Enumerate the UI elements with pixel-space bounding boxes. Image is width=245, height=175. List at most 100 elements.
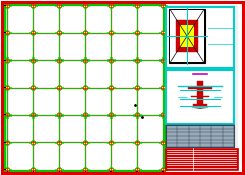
Bar	[139, 5, 141, 6]
Bar	[84, 112, 86, 114]
Bar	[110, 116, 112, 118]
Bar	[9, 114, 11, 116]
Bar	[197, 81, 203, 106]
Bar	[159, 32, 161, 33]
Bar	[6, 2, 8, 4]
Bar	[31, 4, 35, 7]
Bar	[165, 148, 238, 170]
Bar	[84, 139, 86, 141]
Bar	[167, 86, 171, 89]
Bar	[4, 87, 5, 88]
Bar	[110, 85, 112, 86]
Bar	[107, 32, 109, 33]
Bar	[6, 171, 8, 173]
Bar	[135, 31, 139, 34]
Bar	[61, 114, 63, 116]
Bar	[5, 113, 9, 116]
Bar	[162, 139, 164, 141]
Bar	[29, 87, 31, 88]
Bar	[110, 167, 112, 168]
Bar	[58, 85, 60, 86]
Bar	[113, 114, 115, 116]
Bar	[6, 30, 8, 31]
Bar	[188, 87, 212, 89]
Bar	[162, 57, 164, 59]
Bar	[9, 32, 11, 33]
Bar	[5, 141, 9, 144]
Bar	[139, 114, 141, 116]
Bar	[169, 9, 206, 63]
Bar	[136, 139, 138, 141]
Bar	[87, 169, 89, 170]
Bar	[87, 142, 89, 143]
Bar	[162, 167, 164, 168]
Bar	[191, 96, 209, 97]
Bar	[55, 114, 57, 116]
Bar	[168, 61, 170, 63]
Bar	[31, 168, 35, 171]
Bar	[135, 59, 139, 62]
Bar	[159, 142, 161, 143]
Bar	[136, 3, 138, 4]
Bar	[55, 169, 57, 170]
Bar	[32, 89, 34, 90]
Bar	[110, 171, 112, 172]
Bar	[4, 5, 5, 6]
Bar	[35, 87, 37, 88]
Bar	[84, 171, 86, 173]
Bar	[4, 142, 5, 143]
Bar	[136, 7, 138, 8]
Bar	[87, 87, 89, 88]
Bar	[81, 32, 83, 33]
Bar	[133, 60, 135, 61]
Bar	[3, 87, 5, 88]
Bar	[139, 32, 141, 33]
Bar	[180, 25, 194, 47]
Bar	[168, 58, 170, 59]
Bar	[29, 5, 31, 6]
Bar	[84, 167, 86, 168]
Bar	[32, 30, 34, 31]
Bar	[3, 114, 5, 116]
Bar	[57, 86, 61, 89]
Bar	[84, 2, 86, 4]
Bar	[81, 142, 83, 143]
Bar	[166, 125, 234, 147]
Bar	[59, 171, 60, 172]
Bar	[7, 171, 8, 172]
Bar	[133, 142, 135, 143]
Bar	[58, 61, 60, 63]
Bar	[58, 144, 60, 145]
Bar	[168, 112, 170, 114]
Bar	[110, 171, 112, 173]
Bar	[58, 167, 60, 168]
Bar	[162, 61, 164, 63]
Bar	[35, 114, 37, 116]
Bar	[162, 112, 164, 114]
Bar	[84, 30, 86, 31]
Bar	[6, 112, 8, 114]
Bar	[58, 89, 60, 90]
Bar	[6, 116, 8, 118]
Bar	[136, 144, 138, 145]
Bar	[58, 34, 60, 36]
Bar	[161, 86, 165, 89]
Bar	[32, 2, 34, 4]
Bar	[162, 89, 164, 90]
Bar	[110, 89, 112, 90]
Bar	[168, 116, 170, 117]
Bar	[162, 171, 164, 172]
Bar	[113, 169, 115, 170]
Bar	[5, 31, 9, 34]
Bar	[162, 116, 164, 118]
Bar	[159, 114, 161, 116]
Bar	[139, 87, 141, 88]
Bar	[61, 169, 63, 170]
Bar	[6, 7, 8, 8]
Bar	[136, 116, 138, 118]
Bar	[107, 142, 109, 143]
Bar	[161, 59, 165, 62]
Bar	[159, 87, 161, 88]
Bar	[57, 59, 61, 62]
Bar	[110, 30, 112, 31]
